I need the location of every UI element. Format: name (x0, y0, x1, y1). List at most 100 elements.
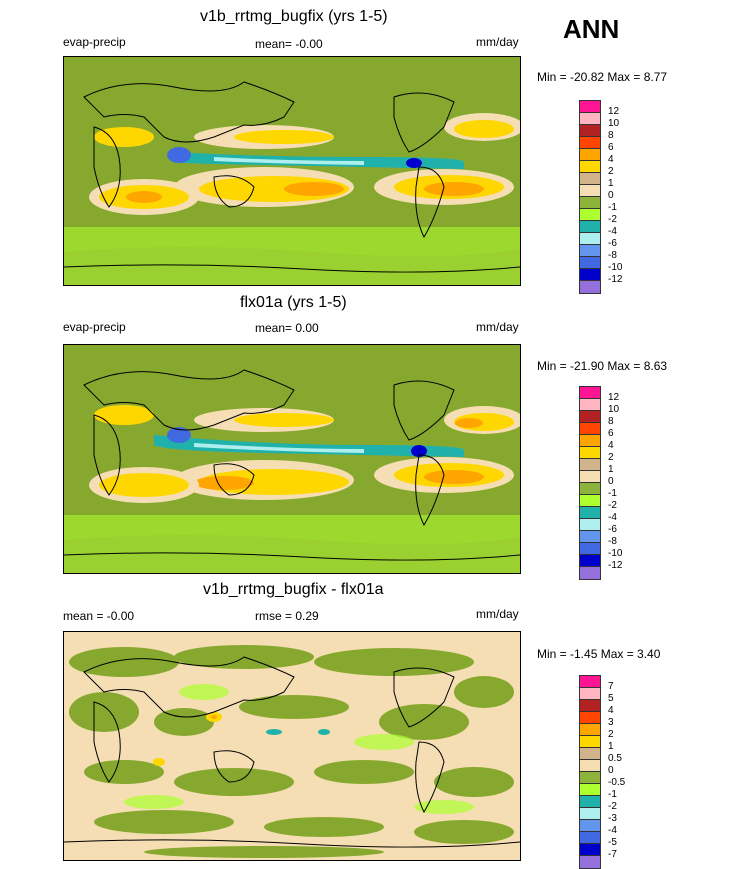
panel-1-colorbar (579, 100, 601, 294)
colorbar-tick-label: -1 (608, 789, 617, 800)
colorbar-swatch (580, 567, 600, 579)
colorbar-swatch (580, 221, 600, 233)
colorbar-swatch (580, 772, 600, 784)
colorbar-tick-label: -8 (608, 250, 617, 261)
panel-3-rmse-label: rmse = 0.29 (255, 609, 319, 623)
panel-3-minmax-label: Min = -1.45 Max = 3.40 (537, 647, 661, 661)
colorbar-tick-label: -12 (608, 560, 623, 571)
colorbar-swatch (580, 483, 600, 495)
panel-1-map-field (64, 57, 520, 285)
panel-2-map-field (64, 345, 520, 573)
colorbar-tick-label: 0 (608, 190, 614, 201)
colorbar-tick-label: 12 (608, 106, 620, 117)
colorbar-tick-label: -6 (608, 238, 617, 249)
panel-2-variable-label: evap-precip (63, 320, 126, 334)
panel-2-title: flx01a (yrs 1-5) (240, 294, 347, 311)
colorbar-swatch (580, 820, 600, 832)
colorbar-swatch (580, 784, 600, 796)
colorbar-tick-label: -10 (608, 548, 623, 559)
colorbar-swatch (580, 161, 600, 173)
colorbar-swatch (580, 137, 600, 149)
colorbar-swatch (580, 209, 600, 221)
colorbar-swatch (580, 700, 600, 712)
colorbar-swatch (580, 519, 600, 531)
colorbar-swatch (580, 555, 600, 567)
colorbar-tick-label: -1 (608, 202, 617, 213)
colorbar-tick-label: 1 (608, 464, 614, 475)
panel-1-units-label: mm/day (476, 35, 519, 49)
colorbar-swatch (580, 844, 600, 856)
colorbar-tick-label: 10 (608, 118, 620, 129)
colorbar-swatch (580, 101, 600, 113)
colorbar-tick-label: 3 (608, 717, 614, 728)
colorbar-swatch (580, 796, 600, 808)
colorbar-swatch (580, 531, 600, 543)
colorbar-swatch (580, 149, 600, 161)
colorbar-tick-label: 12 (608, 392, 620, 403)
panel-2-minmax-label: Min = -21.90 Max = 8.63 (537, 359, 668, 373)
colorbar-swatch (580, 748, 600, 760)
colorbar-swatch (580, 411, 600, 423)
colorbar-swatch (580, 676, 600, 688)
season-label: ANN (563, 14, 620, 44)
colorbar-tick-label: -8 (608, 536, 617, 547)
panel-1-mean-label: mean= -0.00 (255, 37, 323, 51)
colorbar-swatch (580, 459, 600, 471)
panel-2-map (63, 344, 521, 574)
colorbar-tick-label: 0 (608, 476, 614, 487)
colorbar-tick-label: 0 (608, 765, 614, 776)
colorbar-swatch (580, 435, 600, 447)
panel-1-map (63, 56, 521, 286)
colorbar-tick-label: -7 (608, 849, 617, 860)
colorbar-tick-label: -1 (608, 488, 617, 499)
colorbar-swatch (580, 269, 600, 281)
colorbar-tick-label: -4 (608, 825, 617, 836)
colorbar-tick-label: -2 (608, 500, 617, 511)
panel-2-units-label: mm/day (476, 320, 519, 334)
colorbar-swatch (580, 233, 600, 245)
colorbar-tick-label: 2 (608, 452, 614, 463)
colorbar-tick-label: 8 (608, 416, 614, 427)
colorbar-swatch (580, 245, 600, 257)
colorbar-tick-label: 4 (608, 154, 614, 165)
colorbar-tick-label: -5 (608, 837, 617, 848)
colorbar-tick-label: 6 (608, 142, 614, 153)
colorbar-tick-label: 2 (608, 166, 614, 177)
colorbar-tick-label: -10 (608, 262, 623, 273)
panel-2-mean-label: mean= 0.00 (255, 321, 319, 335)
colorbar-tick-label: -12 (608, 274, 623, 285)
colorbar-swatch (580, 832, 600, 844)
colorbar-swatch (580, 688, 600, 700)
colorbar-tick-label: 1 (608, 741, 614, 752)
panel-2-colorbar (579, 386, 601, 580)
panel-3-map-field (64, 632, 520, 860)
colorbar-tick-label: -6 (608, 524, 617, 535)
colorbar-tick-label: 1 (608, 178, 614, 189)
colorbar-swatch (580, 808, 600, 820)
colorbar-swatch (580, 495, 600, 507)
colorbar-tick-label: 4 (608, 705, 614, 716)
colorbar-tick-label: 8 (608, 130, 614, 141)
colorbar-swatch (580, 197, 600, 209)
colorbar-swatch (580, 113, 600, 125)
colorbar-tick-label: -2 (608, 214, 617, 225)
colorbar-swatch (580, 125, 600, 137)
colorbar-tick-label: 6 (608, 428, 614, 439)
panel-1-variable-label: evap-precip (63, 35, 126, 49)
panel-3-title: v1b_rrtmg_bugfix - flx01a (203, 581, 384, 598)
colorbar-swatch (580, 712, 600, 724)
panel-3-colorbar (579, 675, 601, 869)
colorbar-swatch (580, 724, 600, 736)
colorbar-swatch (580, 387, 600, 399)
colorbar-tick-label: -0.5 (608, 777, 626, 788)
colorbar-swatch (580, 257, 600, 269)
colorbar-swatch (580, 471, 600, 483)
panel-1-minmax-label: Min = -20.82 Max = 8.77 (537, 70, 668, 84)
panel-3-units-label: mm/day (476, 607, 519, 621)
colorbar-swatch (580, 760, 600, 772)
colorbar-tick-label: -4 (608, 226, 617, 237)
panel-3-map (63, 631, 521, 861)
panel-1-title: v1b_rrtmg_bugfix (yrs 1-5) (200, 8, 388, 25)
colorbar-swatch (580, 173, 600, 185)
colorbar-swatch (580, 856, 600, 868)
